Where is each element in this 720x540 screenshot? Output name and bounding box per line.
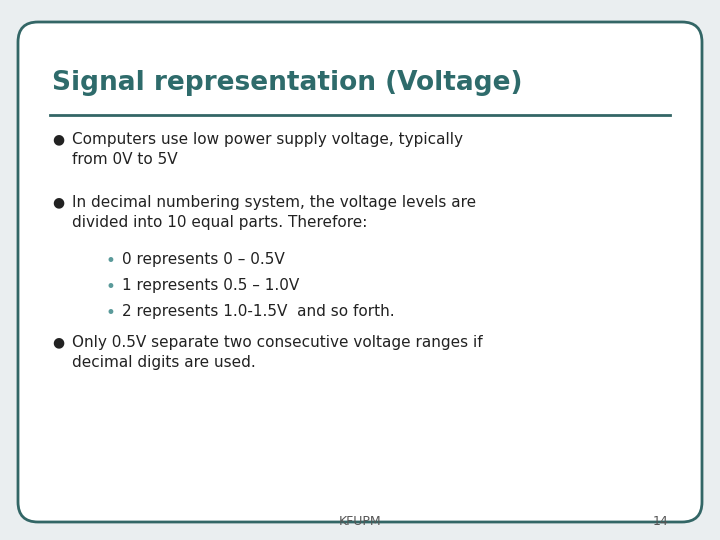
Text: ●: ● (52, 132, 64, 146)
Text: Computers use low power supply voltage, typically
from 0V to 5V: Computers use low power supply voltage, … (72, 132, 463, 167)
Text: Only 0.5V separate two consecutive voltage ranges if
decimal digits are used.: Only 0.5V separate two consecutive volta… (72, 335, 482, 370)
Text: 1 represents 0.5 – 1.0V: 1 represents 0.5 – 1.0V (122, 278, 300, 293)
Text: 0 represents 0 – 0.5V: 0 represents 0 – 0.5V (122, 252, 284, 267)
Text: In decimal numbering system, the voltage levels are
divided into 10 equal parts.: In decimal numbering system, the voltage… (72, 195, 476, 231)
Text: ●: ● (52, 195, 64, 209)
Text: 14: 14 (652, 515, 668, 528)
Text: 2 represents 1.0-1.5V  and so forth.: 2 represents 1.0-1.5V and so forth. (122, 304, 395, 319)
Text: Signal representation (Voltage): Signal representation (Voltage) (52, 70, 523, 96)
Text: KFUPM: KFUPM (338, 515, 382, 528)
Text: •: • (105, 278, 115, 296)
FancyBboxPatch shape (18, 22, 702, 522)
Text: ●: ● (52, 335, 64, 349)
Text: •: • (105, 252, 115, 270)
Text: •: • (105, 304, 115, 322)
